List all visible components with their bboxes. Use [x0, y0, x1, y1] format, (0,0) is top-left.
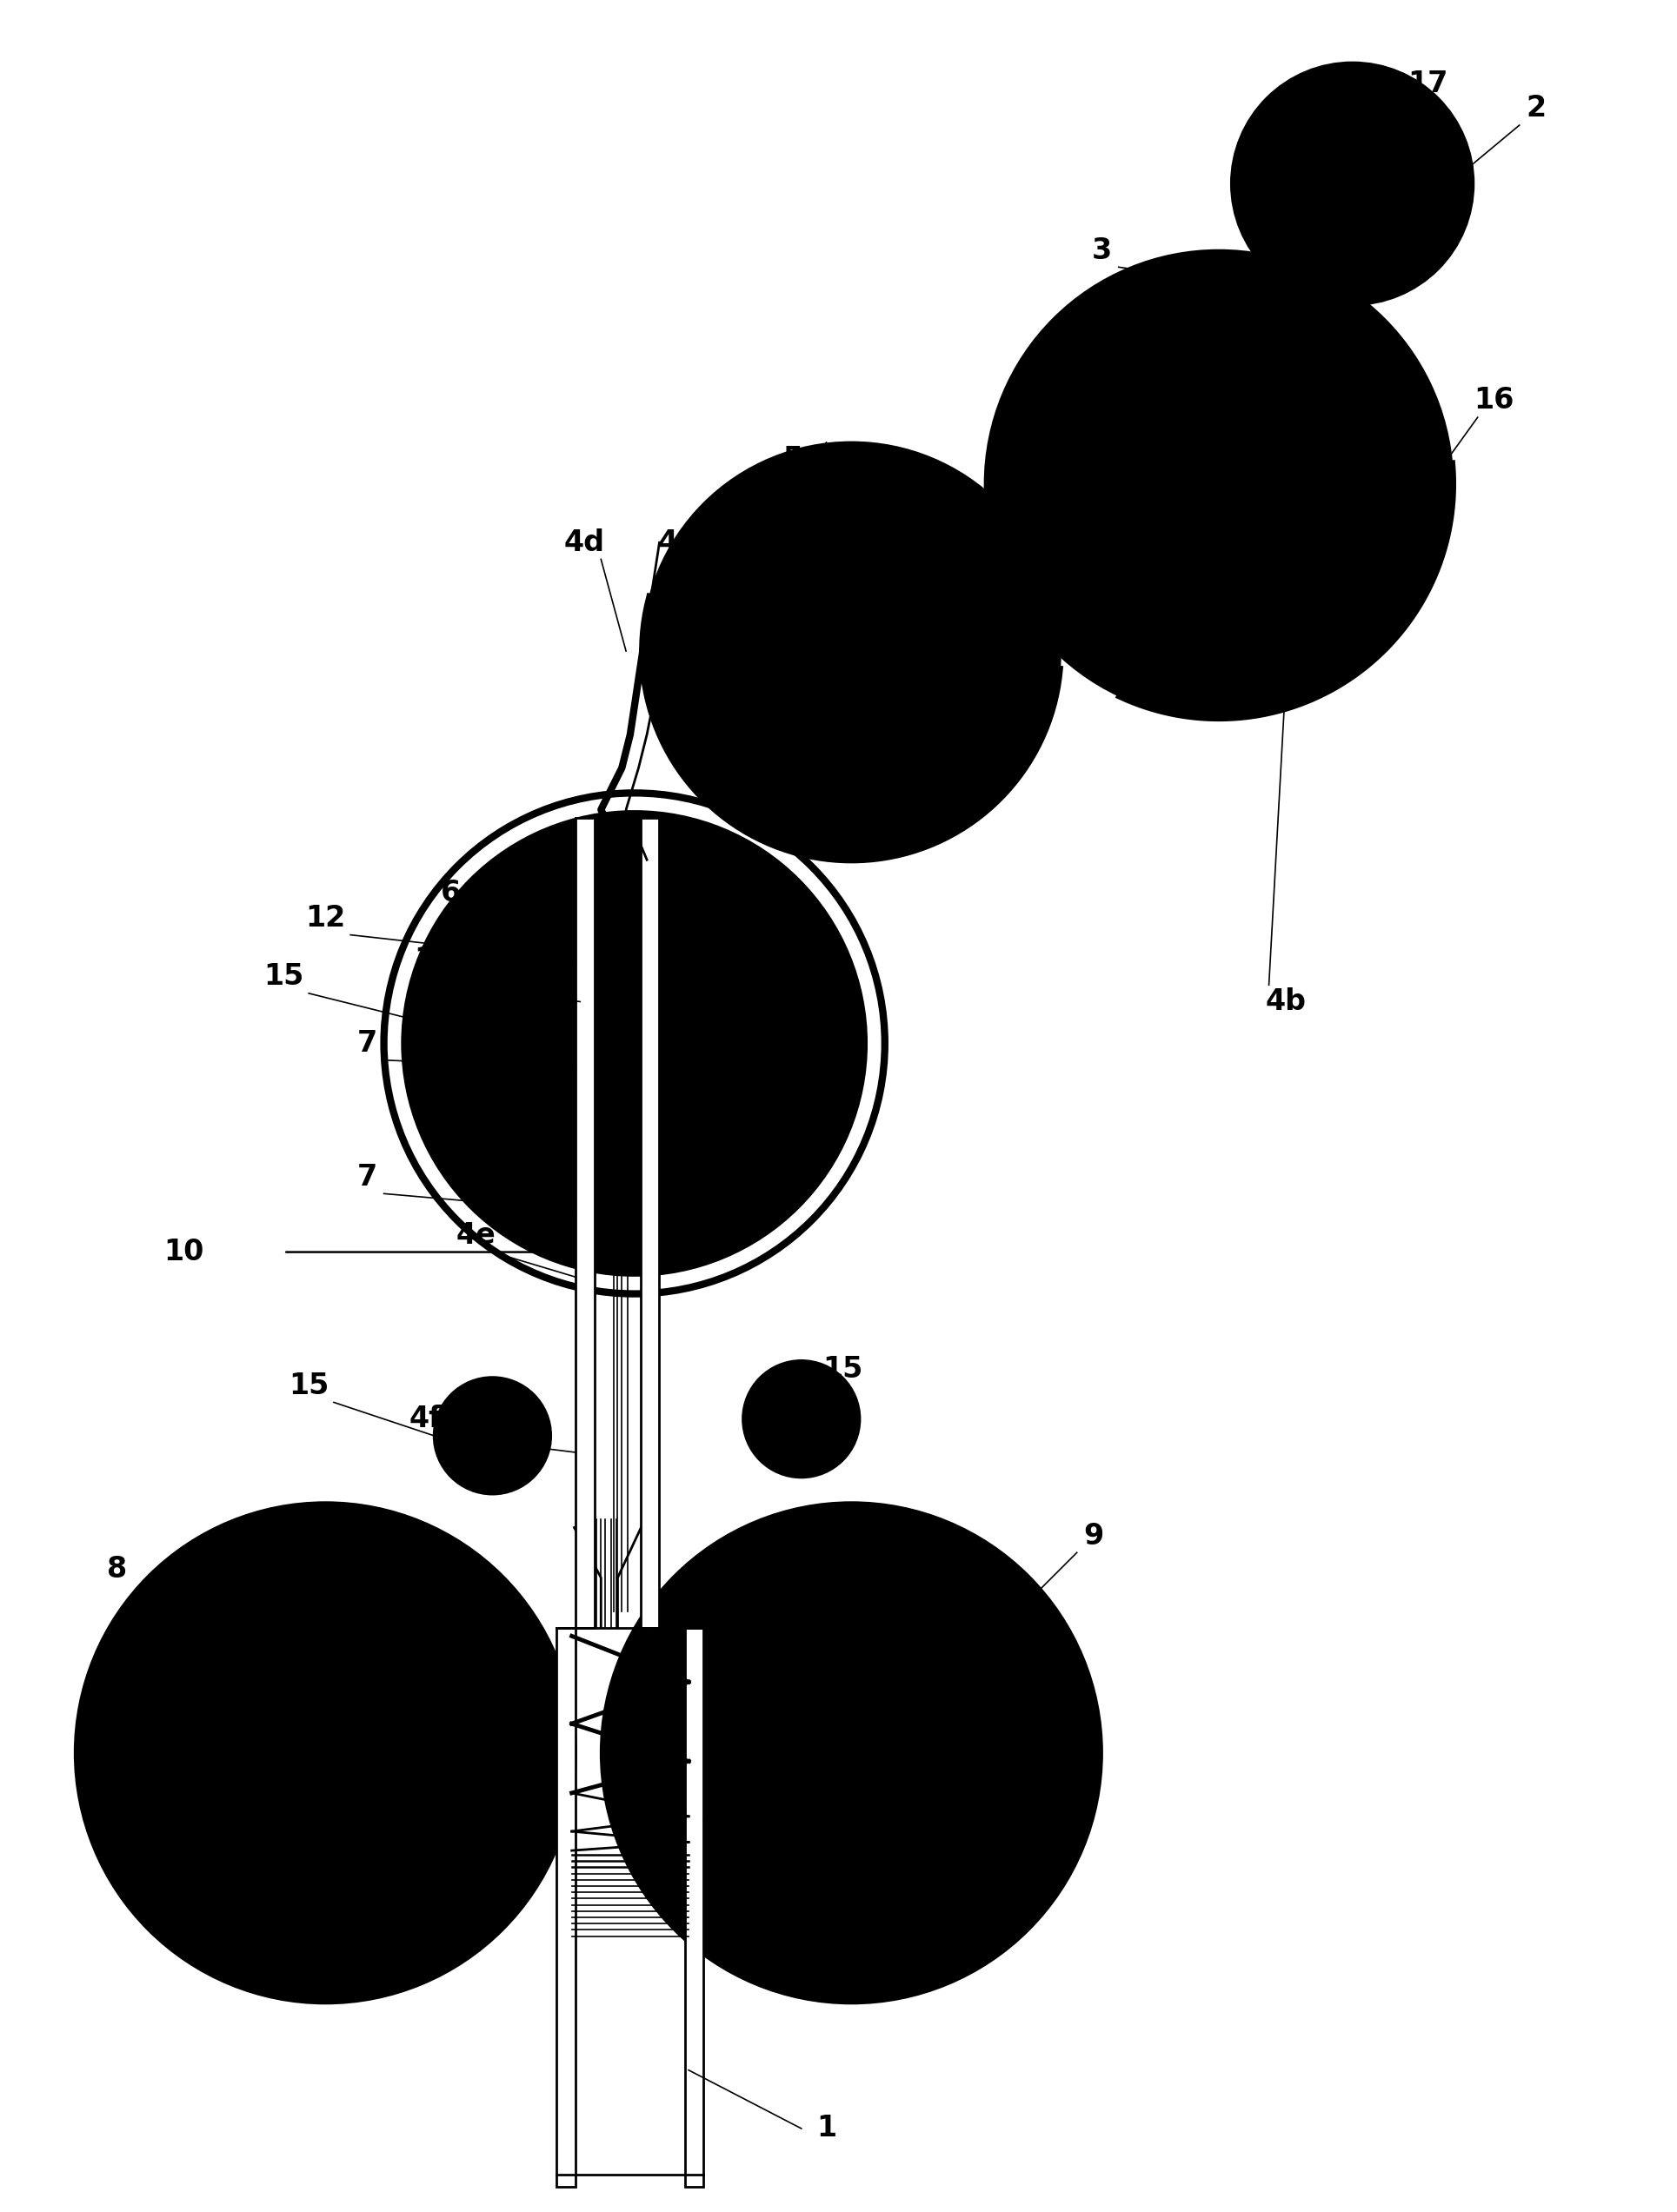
Text: 10: 10: [163, 1239, 203, 1267]
Text: 1: 1: [817, 2115, 837, 2143]
Text: 15: 15: [288, 1371, 329, 1400]
Text: 16: 16: [1474, 387, 1514, 416]
Text: 8: 8: [107, 1555, 127, 1584]
Text: 7: 7: [357, 1029, 377, 1057]
Bar: [575, 818, 594, 1628]
Text: 13: 13: [414, 945, 454, 973]
Text: 3: 3: [1092, 237, 1112, 265]
Text: 4a: 4a: [1082, 354, 1122, 383]
Text: 4f: 4f: [409, 1405, 443, 1433]
Text: 5: 5: [783, 445, 803, 473]
Text: 6: 6: [441, 878, 461, 907]
Circle shape: [984, 250, 1452, 719]
Text: 17: 17: [1407, 69, 1447, 97]
Text: 12: 12: [305, 905, 345, 933]
Text: 2: 2: [1526, 95, 1546, 124]
Circle shape: [642, 442, 1060, 860]
Circle shape: [434, 1378, 550, 1493]
Circle shape: [743, 1360, 860, 1478]
Bar: [641, 818, 659, 1628]
Text: 9: 9: [1083, 1522, 1103, 1551]
Text: 4d: 4d: [563, 529, 605, 557]
Text: 7: 7: [357, 1164, 377, 1192]
Bar: [686, 1628, 704, 2188]
Circle shape: [600, 1502, 1102, 2004]
Circle shape: [409, 960, 527, 1077]
Text: 4b: 4b: [1264, 987, 1306, 1015]
Text: 4e: 4e: [456, 1221, 496, 1250]
Text: 15: 15: [263, 962, 304, 991]
Circle shape: [75, 1502, 575, 2004]
Circle shape: [1231, 62, 1474, 305]
Text: 4c: 4c: [657, 529, 694, 557]
Circle shape: [402, 812, 867, 1276]
Text: 15: 15: [823, 1354, 864, 1382]
Bar: [557, 1628, 575, 2188]
Text: 4g: 4g: [832, 1838, 872, 1867]
